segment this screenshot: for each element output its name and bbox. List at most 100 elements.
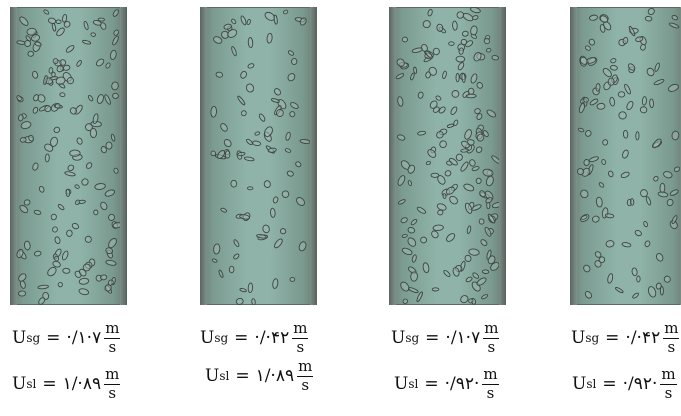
bubble: [480, 239, 488, 246]
bubble: [486, 109, 497, 118]
bubble: [213, 36, 223, 44]
bubble: [599, 15, 609, 23]
bubble: [464, 202, 473, 214]
bubble: [47, 266, 57, 277]
bubble: [482, 130, 489, 138]
bubble: [608, 170, 614, 178]
bubble: [38, 297, 46, 305]
bubble: [69, 107, 77, 115]
bubble: [476, 277, 487, 286]
bubble: [636, 275, 641, 283]
bubble: [649, 98, 654, 109]
bubble: [23, 199, 31, 206]
bubble: [610, 58, 617, 64]
bubble: [32, 162, 39, 171]
bubble: [446, 123, 455, 128]
bubble: [65, 188, 71, 197]
bubble: [481, 294, 489, 300]
bubble: [284, 148, 292, 153]
bubble: [634, 230, 642, 237]
bubble: [595, 83, 601, 92]
bubble: [289, 111, 296, 118]
bubble: [579, 56, 588, 65]
bubble: [413, 66, 418, 74]
bubble: [472, 15, 479, 21]
bubble: [468, 248, 480, 256]
bubble: [54, 236, 61, 244]
bubble: [469, 159, 476, 167]
bubble: [66, 229, 73, 237]
bubble: [224, 150, 231, 159]
bubble: [109, 49, 117, 60]
bubble: [626, 100, 634, 111]
bubble: [643, 220, 648, 228]
bubble: [272, 278, 279, 289]
bubble: [427, 149, 437, 158]
bubble: [217, 150, 226, 159]
bubble-field-4: [576, 8, 681, 299]
bubble: [221, 30, 229, 39]
bubble: [34, 41, 42, 47]
bubble: [618, 111, 627, 120]
bubble: [48, 67, 54, 74]
bubble: [448, 157, 458, 166]
bubble: [25, 35, 32, 42]
bubble: [51, 71, 56, 78]
bubble: [220, 207, 228, 213]
bubble: [228, 265, 235, 274]
bubble: [34, 250, 42, 257]
bubble: [18, 290, 27, 297]
bubble: [66, 76, 74, 85]
bubble: [286, 170, 294, 177]
bubble: [663, 171, 673, 179]
bubble: [270, 207, 276, 218]
bubble: [223, 23, 232, 30]
bubble: [87, 94, 94, 102]
bubble: [580, 215, 588, 220]
bubble: [43, 75, 48, 85]
bubble: [461, 72, 466, 83]
bubble: [632, 292, 639, 299]
bubble: [468, 298, 474, 304]
bubble: [227, 29, 238, 38]
bubble: [439, 140, 447, 149]
bubble: [583, 97, 589, 103]
bubble: [16, 95, 22, 102]
bubble: [627, 63, 636, 71]
bubble: [475, 146, 483, 153]
bubble: [51, 22, 57, 32]
bubble: [444, 170, 452, 177]
bubble: [83, 20, 89, 31]
bubble: [668, 22, 680, 29]
bubble: [287, 50, 295, 56]
bubble: [491, 155, 501, 164]
bubble: [396, 58, 405, 67]
bubble: [465, 276, 473, 283]
bubble: [457, 62, 465, 71]
bubble: [19, 16, 29, 26]
bubble: [16, 248, 24, 259]
bubble: [465, 93, 477, 99]
bubble: [621, 242, 632, 248]
bubble: [100, 201, 108, 211]
bubble: [32, 70, 39, 79]
bubble: [111, 81, 119, 91]
bubble: [62, 64, 71, 71]
bubble: [629, 198, 635, 206]
bubble-field-3: [395, 7, 502, 305]
bubble: [485, 197, 493, 204]
bubble: [54, 103, 61, 109]
bubble: [431, 230, 439, 239]
bubble: [282, 9, 289, 15]
bubble: [85, 162, 93, 169]
bubble: [247, 37, 254, 49]
bubble: [407, 164, 416, 174]
bubble: [430, 172, 440, 178]
bubble: [407, 180, 413, 187]
bubble: [577, 127, 585, 133]
bubble: [666, 198, 674, 207]
bubble: [108, 238, 117, 249]
